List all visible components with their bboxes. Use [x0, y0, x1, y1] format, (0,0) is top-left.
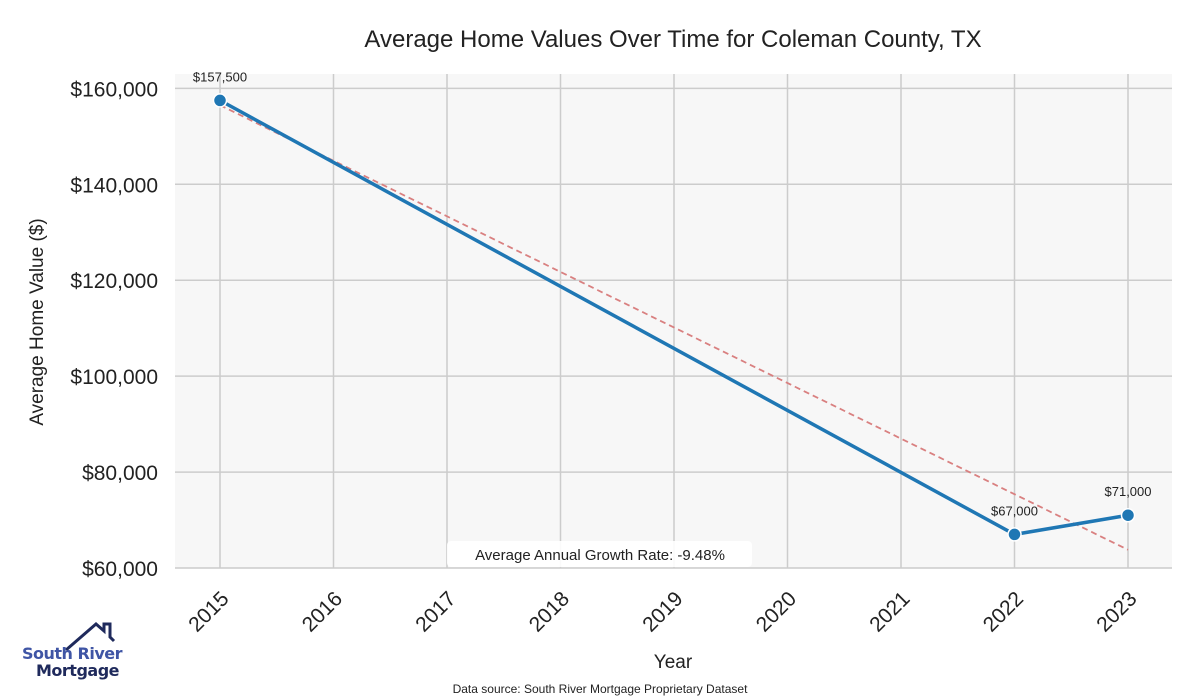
- x-tick-label: 2020: [752, 587, 801, 636]
- x-tick-label: 2017: [411, 587, 460, 636]
- logo-house-icon: [65, 622, 116, 652]
- x-tick-label: 2023: [1092, 587, 1141, 636]
- growth-rate-box: [447, 541, 752, 567]
- data-label: $157,500: [193, 69, 247, 84]
- y-tick-label: $60,000: [82, 558, 158, 581]
- x-tick-label: 2016: [298, 587, 347, 636]
- data-label: $67,000: [991, 503, 1038, 518]
- y-tick-label: $120,000: [70, 270, 158, 293]
- y-tick-label: $100,000: [70, 366, 158, 389]
- x-tick-label: 2022: [979, 587, 1028, 636]
- x-tick-label: 2021: [865, 587, 914, 636]
- y-axis-label: Average Home Value ($): [27, 218, 48, 425]
- x-tick-label: 2019: [638, 587, 687, 636]
- data-point: [1007, 527, 1022, 542]
- growth-rate-annotation: Average Annual Growth Rate: -9.48%: [475, 547, 725, 564]
- y-tick-label: $160,000: [70, 78, 158, 101]
- data-point: [212, 93, 228, 108]
- data-label: $71,000: [1105, 484, 1152, 499]
- logo-line2: Mortgage: [36, 661, 120, 680]
- trend-line: [219, 104, 1129, 551]
- x-tick-label: 2015: [184, 587, 233, 636]
- logo: South River Mortgage: [22, 622, 123, 682]
- x-axis-label: Year: [654, 652, 693, 673]
- data-point: [1120, 507, 1136, 523]
- data-source: Data source: South River Mortgage Propri…: [453, 682, 748, 696]
- y-tick-label: $140,000: [70, 174, 158, 197]
- y-tick-label: $80,000: [82, 462, 158, 485]
- x-tick-label: 2018: [525, 587, 574, 636]
- logo-line1: South River: [22, 644, 123, 663]
- chart-title: Average Home Values Over Time for Colema…: [364, 26, 981, 53]
